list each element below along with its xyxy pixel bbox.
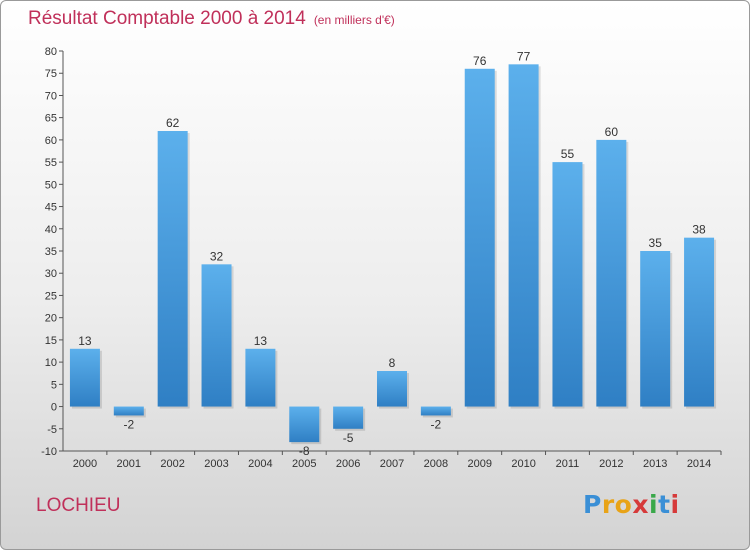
x-tick-label: 2010	[511, 458, 535, 470]
y-tick-label: -5	[47, 424, 57, 436]
x-tick-label: 2014	[687, 458, 711, 470]
x-tick-label: 2011	[556, 458, 580, 470]
x-tick-label: 2006	[336, 458, 360, 470]
y-tick-label: 75	[45, 68, 57, 80]
bar	[421, 407, 451, 416]
logo-letter: t	[658, 490, 670, 519]
y-tick-label: 20	[45, 313, 57, 325]
bar	[552, 162, 582, 406]
x-tick-label: 2005	[292, 458, 316, 470]
data-label: 77	[517, 49, 531, 63]
logo-letter: o	[615, 490, 633, 519]
data-label: 55	[561, 147, 575, 161]
data-label: -5	[343, 431, 354, 445]
data-label: 32	[210, 249, 224, 263]
y-tick-label: 65	[45, 113, 57, 125]
bar	[465, 69, 495, 407]
logo-letter: x	[632, 490, 649, 519]
bar	[70, 349, 100, 407]
y-tick-label: 60	[45, 135, 57, 147]
y-tick-label: 40	[45, 224, 57, 236]
data-label: -8	[299, 444, 310, 458]
bar	[684, 238, 714, 407]
x-tick-label: 2013	[643, 458, 667, 470]
bar	[509, 64, 539, 406]
data-label: 35	[649, 236, 663, 250]
bar	[114, 407, 144, 416]
bar	[333, 407, 363, 429]
bar	[158, 131, 188, 407]
y-tick-label: 80	[45, 46, 57, 58]
data-label: 60	[605, 125, 619, 139]
bar-chart: -10 -5 0 5 10 15 20 25 30 35 40 45 50 55 60 65 70 75 80 200…	[1, 1, 750, 550]
x-tick-label: 2001	[117, 458, 141, 470]
commune-name: LOCHIEU	[36, 495, 120, 517]
logo-letter: r	[602, 490, 615, 519]
y-tick-label: 10	[45, 357, 57, 369]
data-label: 62	[166, 116, 180, 130]
data-label: 38	[692, 223, 706, 237]
proxiti-logo: Proxiti	[583, 490, 680, 519]
logo-letter: P	[583, 490, 602, 519]
y-tick-label: 45	[45, 202, 57, 214]
data-label: 13	[254, 334, 268, 348]
x-tick-label: 2002	[160, 458, 184, 470]
bar	[245, 349, 275, 407]
data-label: -2	[431, 417, 442, 431]
x-tick-label: 2007	[380, 458, 404, 470]
y-tick-label: 55	[45, 157, 57, 169]
y-tick-label: 15	[45, 335, 57, 347]
logo-letter: i	[649, 490, 658, 519]
x-tick-label: 2004	[248, 458, 272, 470]
y-tick-label: 5	[51, 379, 57, 391]
x-tick-label: 2003	[204, 458, 228, 470]
x-tick-label: 2012	[599, 458, 623, 470]
x-tick-label: 2008	[424, 458, 448, 470]
bar	[640, 251, 670, 407]
bar	[377, 371, 407, 407]
x-tick-label: 2000	[73, 458, 97, 470]
data-label: -2	[123, 417, 134, 431]
x-tick-label: 2009	[467, 458, 491, 470]
data-label: 76	[473, 54, 487, 68]
bar	[202, 264, 232, 406]
data-label: 8	[389, 356, 396, 370]
y-tick-label: 0	[51, 402, 57, 414]
y-tick-label: 70	[45, 90, 57, 102]
chart-frame: Résultat Comptable 2000 à 2014 (en millie…	[0, 0, 750, 550]
bar	[596, 140, 626, 407]
y-tick-label: 25	[45, 290, 57, 302]
data-label: 13	[78, 334, 92, 348]
y-tick-label: 30	[45, 268, 57, 280]
y-tick-label: 50	[45, 179, 57, 191]
y-tick-label: 35	[45, 246, 57, 258]
logo-letter: i	[671, 490, 680, 519]
y-tick-label: -10	[41, 446, 57, 458]
bar	[289, 407, 319, 443]
